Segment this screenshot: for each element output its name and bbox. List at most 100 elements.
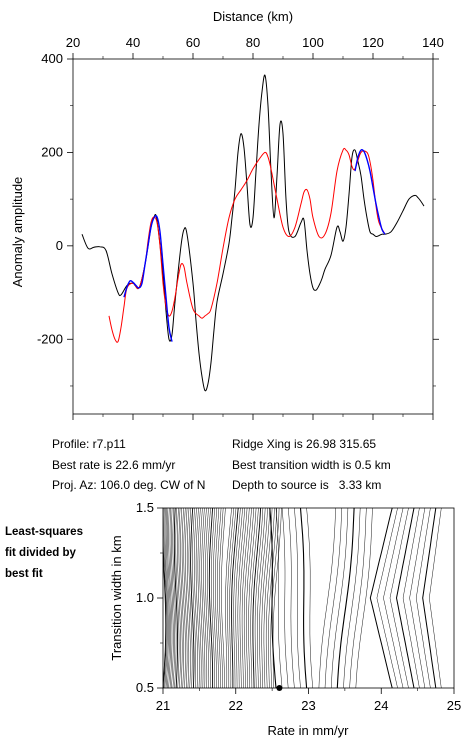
series-line-0 [81, 74, 425, 392]
contour-line [192, 508, 196, 688]
contour-line [246, 508, 255, 688]
best-rate-text: Best rate is 22.6 mm/yr [52, 458, 175, 472]
contour-line [429, 508, 442, 688]
contour-line [250, 508, 259, 688]
contour-line [318, 508, 336, 688]
contour-line [389, 508, 409, 688]
contour-line [221, 508, 226, 688]
top-x-tick-label: 80 [246, 35, 260, 50]
bottom-x-tick-label: 23 [301, 698, 315, 713]
contour-line [213, 508, 218, 688]
contour-line [207, 508, 211, 688]
bottom-y-axis-label: Transition width in km [109, 535, 124, 660]
bottom-x-tick-label: 21 [156, 698, 170, 713]
contour-line [235, 508, 243, 688]
contour-line [168, 508, 173, 688]
contour-line [281, 508, 289, 688]
contour-line [299, 508, 308, 688]
contour-line [415, 508, 431, 688]
contour-line [164, 508, 169, 688]
top-y-ticks: -200 0 200 400 [37, 51, 439, 387]
contour-line [376, 508, 398, 688]
contour-line [233, 508, 241, 688]
proj-az-text: Proj. Az: 106.0 deg. CW of N [52, 478, 205, 492]
contour-line [201, 508, 206, 688]
contour-line [324, 508, 343, 688]
top-x-tick-label: 140 [422, 35, 444, 50]
contour-line [197, 508, 202, 688]
contour-line [190, 508, 195, 688]
contour-line [254, 508, 264, 688]
bottom-x-tick-label: 24 [374, 698, 388, 713]
contour-line [227, 508, 235, 688]
contour-line [165, 508, 170, 688]
contour-line [383, 508, 404, 688]
contour-line [263, 508, 273, 688]
contour-line [243, 508, 252, 688]
contour-line [269, 508, 277, 688]
bottom-y-tick-label: 0.5 [136, 680, 154, 695]
side-note-line-2: fit divided by [5, 547, 77, 559]
contour-line [171, 508, 175, 688]
top-x-tick-label: 100 [302, 35, 324, 50]
contour-line [186, 508, 191, 688]
top-y-axis-label: Anomaly amplitude [10, 177, 25, 288]
contour-line [330, 508, 349, 688]
ridge-xing-text: Ridge Xing is 26.98 315.65 [232, 437, 376, 451]
contour-line [355, 508, 373, 688]
info-block: Profile: r7.p11 Best rate is 22.6 mm/yr … [52, 437, 391, 492]
contour-line [217, 508, 222, 688]
contour-line [169, 508, 174, 688]
contour-line [343, 508, 361, 688]
transition-width-text: Best transition width is 0.5 km [232, 458, 391, 472]
side-note-line-1: Least-squares [5, 526, 83, 538]
contour-line [195, 508, 200, 688]
contour-line [167, 508, 171, 688]
top-y-tick-label: 0 [56, 238, 63, 253]
contour-line [185, 508, 190, 688]
contour-line [409, 508, 426, 688]
bottom-y-ticks: 0.5 1.0 1.5 [136, 500, 163, 695]
contour-line [183, 508, 188, 688]
contour-line [203, 508, 208, 688]
top-y-tick-label: 200 [41, 144, 63, 159]
contour-line [199, 508, 204, 688]
best-fit-marker [276, 685, 283, 691]
contour-line [173, 508, 179, 688]
contour-line [205, 508, 210, 688]
contour-line [422, 508, 437, 688]
top-y-tick-label: -200 [37, 331, 63, 346]
contour-line [211, 508, 215, 688]
contour-line [181, 508, 186, 688]
series-line-1 [108, 147, 386, 343]
contour-line [180, 508, 185, 688]
bottom-y-tick-label: 1.0 [136, 590, 154, 605]
series-line-2 [123, 215, 173, 342]
top-x-tick-label: 60 [186, 35, 200, 50]
top-y-tick-label: 400 [41, 51, 63, 66]
contour-line [163, 508, 168, 688]
contour-lines [163, 508, 442, 688]
contour-line [215, 508, 220, 688]
profile-text: Profile: r7.p11 [52, 437, 126, 451]
top-x-ticks: 20 40 60 80 100 120 140 [66, 35, 444, 420]
contour-line [402, 508, 420, 688]
contour-line [178, 508, 183, 688]
contour-line [239, 508, 248, 688]
contour-line [188, 508, 193, 688]
contour-line [294, 508, 301, 688]
contour-line [395, 508, 415, 688]
contour-line [225, 508, 232, 688]
top-x-tick-label: 120 [362, 35, 384, 50]
top-x-axis-label: Distance (km) [213, 9, 293, 24]
bottom-chart: 21 22 23 24 25 0.5 1.0 1.5 Rate in mm/yr Trans… [109, 500, 461, 738]
contour-line [268, 508, 278, 688]
bottom-y-tick-label: 1.5 [136, 500, 154, 515]
contour-line [163, 508, 167, 688]
contour-line [287, 508, 295, 688]
contour-line [257, 508, 266, 688]
contour-line [248, 508, 257, 688]
top-x-tick-label: 20 [66, 35, 80, 50]
contour-line [229, 508, 237, 688]
series-line-3 [354, 149, 386, 235]
